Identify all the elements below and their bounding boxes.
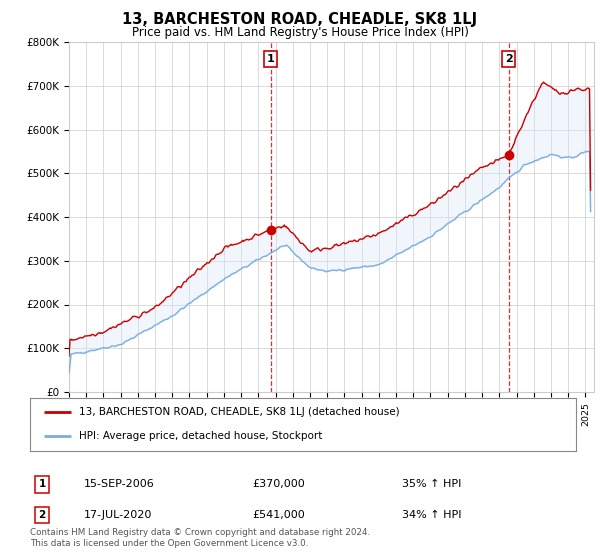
Text: 1: 1 bbox=[38, 479, 46, 489]
Text: 17-JUL-2020: 17-JUL-2020 bbox=[84, 510, 152, 520]
Text: Price paid vs. HM Land Registry's House Price Index (HPI): Price paid vs. HM Land Registry's House … bbox=[131, 26, 469, 39]
Text: 13, BARCHESTON ROAD, CHEADLE, SK8 1LJ (detached house): 13, BARCHESTON ROAD, CHEADLE, SK8 1LJ (d… bbox=[79, 408, 400, 418]
Text: 34% ↑ HPI: 34% ↑ HPI bbox=[402, 510, 461, 520]
Text: 15-SEP-2006: 15-SEP-2006 bbox=[84, 479, 155, 489]
Text: 13, BARCHESTON ROAD, CHEADLE, SK8 1LJ: 13, BARCHESTON ROAD, CHEADLE, SK8 1LJ bbox=[122, 12, 478, 27]
Text: HPI: Average price, detached house, Stockport: HPI: Average price, detached house, Stoc… bbox=[79, 431, 323, 441]
Text: Contains HM Land Registry data © Crown copyright and database right 2024.
This d: Contains HM Land Registry data © Crown c… bbox=[30, 528, 370, 548]
Text: £541,000: £541,000 bbox=[252, 510, 305, 520]
Text: 2: 2 bbox=[38, 510, 46, 520]
Text: 1: 1 bbox=[266, 54, 274, 64]
Text: 35% ↑ HPI: 35% ↑ HPI bbox=[402, 479, 461, 489]
Text: 2: 2 bbox=[505, 54, 512, 64]
Text: £370,000: £370,000 bbox=[252, 479, 305, 489]
